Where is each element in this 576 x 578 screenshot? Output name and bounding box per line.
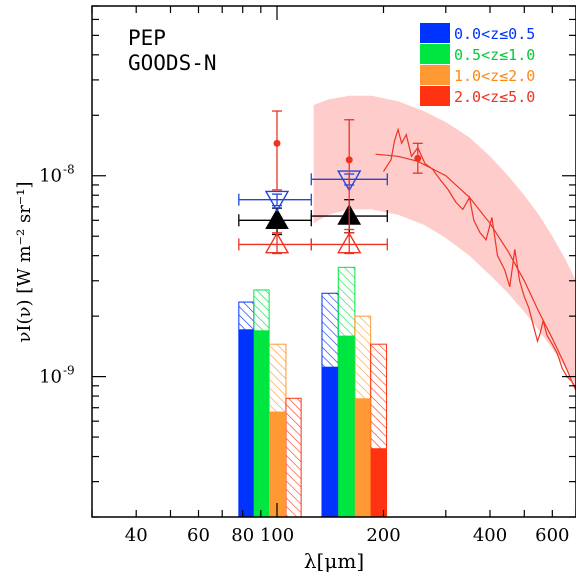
annotation-line-2: GOODS-N — [128, 51, 217, 75]
bar-layer — [238, 266, 388, 517]
legend-label-1: 0.5<z≤1.0 — [454, 46, 535, 64]
solid-bar-160-1 — [338, 335, 355, 517]
point-marker-2 — [264, 190, 290, 213]
uncertainty-band — [313, 95, 576, 386]
model-curve — [375, 153, 576, 392]
x-tick-label-400: 400 — [473, 525, 507, 546]
point-marker-6 — [273, 139, 281, 147]
legend-label-0: 0.0<z≤0.5 — [454, 25, 535, 43]
legend-swatch-2 — [420, 65, 450, 85]
point-marker-4 — [264, 232, 290, 254]
legend-swatch-0 — [420, 23, 450, 43]
annotation-line-1: PEP — [128, 26, 166, 50]
y-tick-exp--9: -9 — [63, 364, 75, 378]
x-axis-label: λ[μm] — [304, 549, 364, 573]
point-marker-8 — [414, 154, 422, 162]
y-axis-label: νI(ν) [W m⁻² sr⁻¹] — [14, 181, 35, 342]
legend: 0.0<z≤0.5 0.5<z≤1.0 1.0<z≤2.0 2.0<z≤5.0 — [420, 23, 535, 106]
solid-bar-160-2 — [354, 398, 371, 517]
spectrum-curve — [382, 127, 576, 389]
curve-layer — [375, 127, 576, 392]
solid-bar-160-3 — [370, 448, 387, 517]
legend-swatch-1 — [420, 44, 450, 64]
legend-swatch-3 — [420, 86, 450, 106]
y-tick-label--8: 10 — [39, 166, 62, 187]
x-tick-label-80: 80 — [231, 525, 254, 546]
point-layer — [238, 110, 423, 255]
plot-frame — [91, 5, 576, 518]
legend-label-3: 2.0<z≤5.0 — [454, 88, 535, 106]
point-marker-0 — [265, 208, 289, 230]
x-tick-label-200: 200 — [366, 525, 400, 546]
solid-bar-160-0 — [321, 366, 339, 517]
solid-bar-100-1 — [253, 330, 270, 517]
hatched-bar-100-3 — [285, 397, 302, 517]
legend-label-2: 1.0<z≤2.0 — [454, 67, 535, 85]
solid-bar-100-2 — [269, 411, 286, 517]
x-tick-label-600: 600 — [535, 525, 569, 546]
x-tick-label-40: 40 — [125, 525, 148, 546]
annotation-text: PEP GOODS-N — [128, 26, 217, 75]
point-marker-5 — [337, 232, 362, 254]
solid-bar-100-0 — [238, 329, 254, 517]
x-tick-label-60: 60 — [187, 525, 210, 546]
x-tick-label-100: 100 — [260, 525, 294, 546]
y-tick-exp--8: -8 — [63, 163, 75, 177]
uncertainty-band-layer — [313, 95, 576, 386]
y-tick-label--9: 10 — [39, 367, 62, 388]
point-marker-7 — [345, 156, 353, 164]
